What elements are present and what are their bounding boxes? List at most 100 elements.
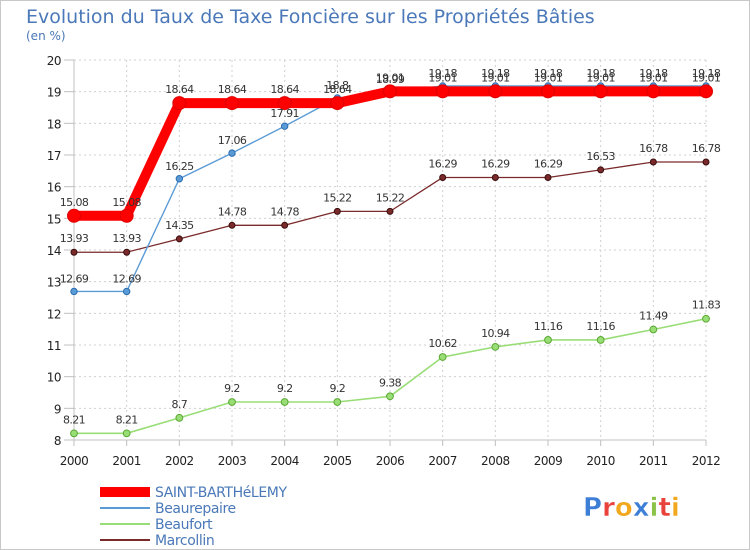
data-label: 14.35 xyxy=(165,219,194,232)
data-point xyxy=(280,122,289,130)
x-tick-label: 2006 xyxy=(376,454,405,468)
data-point xyxy=(280,398,289,406)
data-label: 11.83 xyxy=(692,299,721,312)
data-point xyxy=(491,343,500,351)
series-beaurepaire xyxy=(70,82,710,296)
data-label: 9.2 xyxy=(224,382,240,395)
chart-subtitle: (en %) xyxy=(26,29,66,43)
data-point xyxy=(597,166,605,174)
y-tick-label: 15 xyxy=(47,212,61,226)
data-point xyxy=(122,429,131,438)
y-tick-label: 12 xyxy=(47,307,61,321)
data-point xyxy=(544,336,552,344)
y-tick-label: 19 xyxy=(47,86,61,100)
x-tick-label: 2000 xyxy=(60,454,89,468)
logo-char: t xyxy=(658,493,670,523)
data-label: 15.22 xyxy=(376,191,405,204)
data-label: 19.01 xyxy=(428,71,457,84)
data-point xyxy=(541,84,555,99)
data-point xyxy=(438,353,447,361)
y-tick-label: 20 xyxy=(47,54,61,68)
data-label: 18.64 xyxy=(323,83,352,96)
data-point xyxy=(119,208,134,223)
logo-char: i xyxy=(650,493,659,523)
logo-char: r xyxy=(602,493,615,523)
data-label: 16.78 xyxy=(692,142,721,155)
data-point xyxy=(386,392,394,401)
y-tick-label: 17 xyxy=(47,149,61,163)
series-beaufort xyxy=(70,314,710,438)
data-point xyxy=(649,325,658,334)
data-point xyxy=(70,248,78,256)
x-tick-label: 2011 xyxy=(639,454,668,468)
logo-char: x xyxy=(633,493,650,523)
data-label: 13.93 xyxy=(60,232,89,245)
logo-text: Proxiti xyxy=(583,493,680,523)
x-tick-label: 2001 xyxy=(112,454,141,468)
data-point xyxy=(228,221,236,229)
data-point xyxy=(330,96,345,111)
data-label: 16.29 xyxy=(481,157,510,170)
data-label: 19.01 xyxy=(481,71,510,84)
data-point xyxy=(172,96,187,111)
legend-label: SAINT-BARTHéLEMY xyxy=(155,485,287,501)
data-point xyxy=(225,96,239,111)
data-label: 8.21 xyxy=(63,413,85,426)
data-point xyxy=(333,207,341,215)
data-label: 12.69 xyxy=(112,272,141,285)
data-label: 18.64 xyxy=(270,83,299,96)
data-point xyxy=(70,429,78,438)
legend-label: Beaufort xyxy=(155,517,213,533)
series-marcollin xyxy=(70,158,710,256)
data-label: 9.2 xyxy=(329,382,345,395)
data-point xyxy=(488,84,503,99)
data-point xyxy=(123,248,131,256)
data-point xyxy=(281,221,289,229)
data-label: 15.22 xyxy=(323,191,352,204)
data-label: 16.25 xyxy=(165,160,194,173)
chart-title: Evolution du Taux de Taxe Foncière sur l… xyxy=(26,6,595,28)
data-label: 16.29 xyxy=(428,157,457,170)
x-tick-label: 2012 xyxy=(692,454,721,468)
x-tick-label: 2008 xyxy=(481,454,510,468)
axes: 8 9 10 11 12 13 14 15 16 17 18 19 20 2000 2001 2002 2003… xyxy=(47,54,721,468)
data-label: 11.16 xyxy=(586,320,615,333)
data-label: 17.91 xyxy=(270,107,299,120)
y-tick-label: 14 xyxy=(47,244,61,258)
data-label: 15.08 xyxy=(60,196,89,209)
x-tick-label: 2003 xyxy=(218,454,247,468)
data-point xyxy=(702,314,710,323)
data-point xyxy=(70,287,78,296)
data-label: 19.01 xyxy=(534,71,563,84)
data-label: 19.01 xyxy=(376,71,405,84)
legend-label: Beaurepaire xyxy=(155,501,236,517)
data-label: 11.16 xyxy=(534,320,563,333)
legend: SAINT-BARTHéLEMYBeaurepaireBeaufortMarco… xyxy=(100,485,288,549)
x-tick-label: 2010 xyxy=(586,454,615,468)
data-label: 8.21 xyxy=(116,413,138,426)
data-point xyxy=(333,398,342,406)
data-label: 17.06 xyxy=(218,134,247,147)
logo-char: i xyxy=(671,493,680,523)
data-label: 11.49 xyxy=(639,309,668,322)
data-label: 19.18 xyxy=(428,67,457,80)
logo-char: P xyxy=(583,493,602,523)
data-point xyxy=(175,235,183,243)
data-point xyxy=(175,175,184,183)
data-label: 19.18 xyxy=(692,67,721,80)
data-label: 18.99 xyxy=(376,73,405,86)
data-label: 14.78 xyxy=(218,205,247,218)
x-tick-label: 2002 xyxy=(165,454,194,468)
proxiti-logo: Proxiti xyxy=(583,493,680,524)
data-label: 10.94 xyxy=(481,327,510,340)
data-point xyxy=(67,208,81,223)
data-point xyxy=(383,84,397,99)
data-label: 19.18 xyxy=(586,67,615,80)
data-label: 19.18 xyxy=(639,67,668,80)
y-tick-label: 16 xyxy=(47,181,61,195)
data-label: 19.18 xyxy=(534,67,563,80)
y-tick-label: 18 xyxy=(47,117,61,131)
data-label: 18.64 xyxy=(165,83,194,96)
data-label: 15.08 xyxy=(112,196,141,209)
